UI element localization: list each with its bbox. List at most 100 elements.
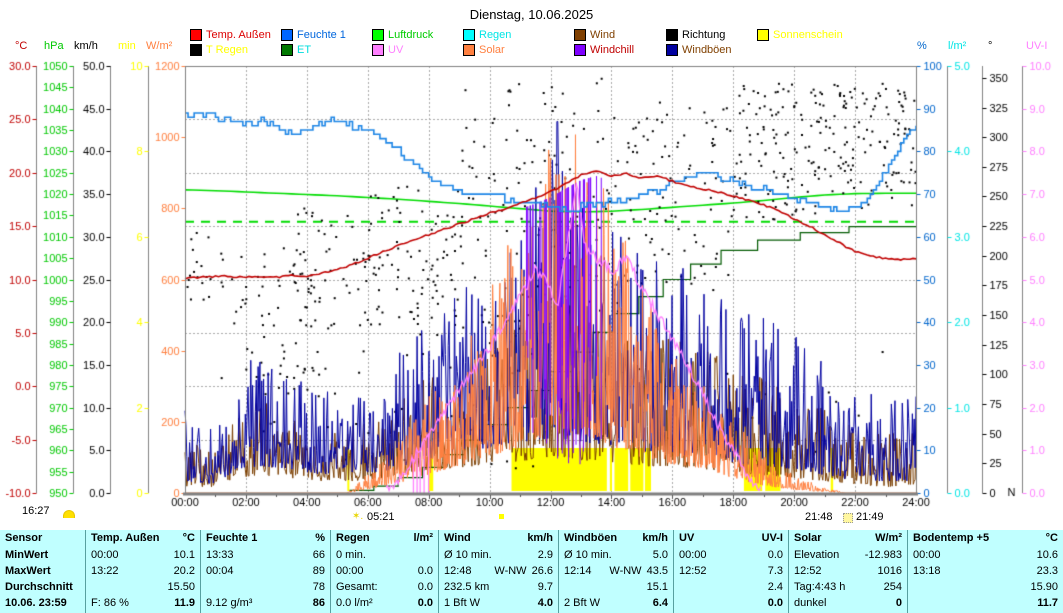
legend-item-et: ET <box>281 44 311 56</box>
cell-label: 00:04 <box>206 565 234 577</box>
sensor-stats-table: Sensor MinWert MaxWert Durchschnitt 10.06. 2… <box>0 530 1063 613</box>
legend-label: T Regen <box>206 44 248 56</box>
legend-swatch-sonnenschein <box>757 29 769 41</box>
cell-label: 12:52 <box>794 565 822 577</box>
table-col-wind: Wind km/h Ø 10 min. 2.9 12:48 W-NW 26.6 232.5 k… <box>438 530 558 613</box>
cell-value: 254 <box>883 581 902 593</box>
cell-label: Ø 10 min. <box>444 549 492 561</box>
legend-swatch-regen <box>463 29 475 41</box>
cell-value: 0.0 <box>417 597 433 609</box>
cell-value: 2.9 <box>537 549 553 561</box>
table-header-text: °C <box>182 532 195 544</box>
table-cell: Ø 10 min. 5.0 <box>559 547 673 563</box>
table-cell: 12:48 W-NW 26.6 <box>439 563 558 579</box>
legend-label: Feuchte 1 <box>297 29 346 41</box>
table-cell: dunkel 0 <box>789 595 907 611</box>
cell-value: 6.4 <box>652 597 668 609</box>
legend-swatch-windchill <box>574 44 586 56</box>
cell-value: 15.1 <box>646 581 668 593</box>
legend-label: Windchill <box>590 44 635 56</box>
cell-value: 7.3 <box>767 565 783 577</box>
cell-label: 1 Bft W <box>444 597 481 609</box>
cell-value: 15.90 <box>1030 581 1058 593</box>
cell-label: dunkel <box>794 597 827 609</box>
cell-value: 26.6 <box>531 565 553 577</box>
table-col-header: Solar W/m² <box>789 530 907 547</box>
cell-label: Elevation <box>794 549 840 561</box>
legend-label: Windböen <box>682 44 732 56</box>
table-header-text: UV-I <box>761 532 783 544</box>
table-row-label: MaxWert <box>5 565 51 577</box>
table-row-label: MinWert <box>5 549 49 561</box>
legend-item-t-regen: T Regen <box>190 44 248 56</box>
cell-label: 00:00 <box>679 549 707 561</box>
legend-item-solar: Solar <box>463 44 505 56</box>
table-header-text: Solar <box>794 532 822 544</box>
legend-item-wind: Wind <box>574 29 615 41</box>
table-cell: 1 Bft W 4.0 <box>439 595 558 611</box>
table-cell: 00:00 0.0 <box>331 563 438 579</box>
legend-label: Wind <box>590 29 616 41</box>
sunset-time-a: 21:48 <box>805 511 833 523</box>
table-col-header: UV UV-I <box>674 530 788 547</box>
table-cell: 15.1 <box>559 579 673 595</box>
table-cell: 9.12 g/m³ 86 <box>201 595 330 611</box>
cell-label: 13:33 <box>206 549 234 561</box>
table-header-text: W/m² <box>875 532 902 544</box>
weather-chart-canvas <box>0 0 1063 530</box>
table-cell: 00:00 0.0 <box>674 547 788 563</box>
axis-header-humidity: % <box>917 40 927 52</box>
cell-value: -12.983 <box>864 549 902 561</box>
cell-value: 0.0 <box>417 581 433 593</box>
legend-swatch-richtung <box>666 29 678 41</box>
table-header-text: Bodentemp +5 <box>913 532 990 544</box>
table-cell: 12:52 1016 <box>789 563 907 579</box>
cell-value: 4.0 <box>537 597 553 609</box>
legend-label: Regen <box>479 29 512 41</box>
cell-label: 12:48 <box>444 565 472 577</box>
legend-swatch-windboeen <box>666 44 678 56</box>
legend-swatch-temp-aussen <box>190 29 202 41</box>
legend-label: ET <box>297 44 312 56</box>
table-cell: 11.7 <box>908 595 1063 611</box>
cell-label: 13:22 <box>91 565 119 577</box>
cell-value: 23.3 <box>1036 565 1058 577</box>
cell-label: 00:00 <box>913 549 941 561</box>
cell-label: 13:18 <box>913 565 941 577</box>
table-cell: 13:22 20.2 <box>86 563 200 579</box>
axis-header-temp: °C <box>15 40 28 52</box>
axis-header-pressure: hPa <box>44 40 64 52</box>
cell-label: Ø 10 min. <box>564 549 612 561</box>
table-header-text: km/h <box>527 532 553 544</box>
cell-value: 0.0 <box>417 565 433 577</box>
legend-swatch-solar <box>463 44 475 56</box>
table-cell: 00:00 10.6 <box>908 547 1063 563</box>
legend-label: Sonnenschein <box>773 29 843 41</box>
axis-header-uv: UV-I <box>1026 40 1048 52</box>
legend-swatch-wind <box>574 29 586 41</box>
cell-value: 10.1 <box>173 549 195 561</box>
cell-value: 9.7 <box>537 581 553 593</box>
table-col-header: Temp. Außen °C <box>86 530 200 547</box>
table-header-text: Feuchte 1 <box>206 532 258 544</box>
table-col-header: Regen l/m² <box>331 530 438 547</box>
table-header-text: % <box>315 532 325 544</box>
cell-value: 78 <box>312 581 325 593</box>
cell-label: Gesamt: <box>336 581 378 593</box>
table-header-text: °C <box>1045 532 1058 544</box>
table-header-text: l/m² <box>413 532 433 544</box>
legend-swatch-uv <box>372 44 384 56</box>
table-cell: 13:18 23.3 <box>908 563 1063 579</box>
legend-swatch-t-regen <box>190 44 202 56</box>
cell-label: 0.0 l/m² <box>336 597 373 609</box>
legend-item-windchill: Windchill <box>574 44 634 56</box>
table-cell: 00:00 10.1 <box>86 547 200 563</box>
table-header-text: Temp. Außen <box>91 532 160 544</box>
legend-item-sonnenschein: Sonnenschein <box>757 29 843 41</box>
table-cell: 78 <box>201 579 330 595</box>
legend-item-temp-aussen: Temp. Außen <box>190 29 271 41</box>
table-corner-label: Sensor <box>5 532 43 544</box>
table-row-label: 10.06. 23:59 <box>5 597 67 609</box>
table-header-text: Windböen <box>564 532 618 544</box>
table-col-windboeen: Windböen km/h Ø 10 min. 5.0 12:14 W-NW 43.5 15.… <box>558 530 673 613</box>
